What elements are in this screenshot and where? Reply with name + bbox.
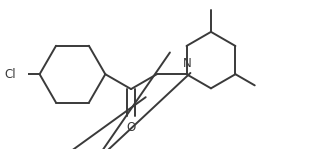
Text: Cl: Cl — [4, 68, 16, 81]
Text: N: N — [183, 57, 192, 69]
Text: O: O — [126, 121, 136, 134]
